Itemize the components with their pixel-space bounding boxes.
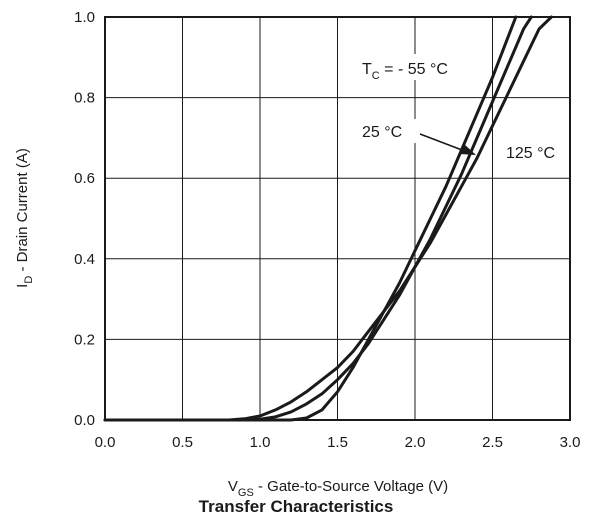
x-tick-label: 0.0 — [95, 434, 116, 451]
y-tick-label: 0.4 — [74, 251, 95, 268]
svg-text:125 °C: 125 °C — [506, 145, 555, 162]
svg-text:TC = - 55 °C: TC = - 55 °C — [362, 61, 448, 82]
x-tick-labels: 0.0 0.5 1.0 1.5 2.0 2.5 3.0 — [95, 434, 581, 451]
x-tick-label: 2.0 — [405, 434, 426, 451]
annotation-125c: 125 °C — [503, 140, 569, 164]
transfer-characteristics-chart: 0.0 0.5 1.0 1.5 2.0 2.5 3.0 0.0 0.2 0.4 0.6 0.8 1.0… — [14, 9, 581, 499]
annotation-25c: 25 °C — [360, 119, 420, 143]
plot-frame — [104, 16, 571, 421]
annotation-25c-arrowhead — [460, 144, 476, 155]
y-tick-label: 0.2 — [74, 331, 95, 348]
y-tick-label: 0.0 — [74, 412, 95, 429]
curves — [103, 15, 553, 422]
series-line-1 — [103, 15, 533, 422]
y-tick-label: 0.6 — [74, 170, 95, 187]
chart-title: Transfer Characteristics — [198, 497, 394, 516]
x-tick-label: 0.5 — [172, 434, 193, 451]
x-tick-label: 1.5 — [327, 434, 348, 451]
x-axis-label: VGS - Gate-to-Source Voltage (V) — [228, 478, 448, 499]
y-tick-label: 1.0 — [74, 9, 95, 26]
grid — [105, 17, 570, 420]
y-tick-labels: 0.0 0.2 0.4 0.6 0.8 1.0 — [74, 9, 95, 429]
annotation-tc-minus55: TC = - 55 °C — [358, 54, 483, 82]
annotation-25c-arrow-line — [419, 133, 463, 151]
y-tick-label: 0.8 — [74, 90, 95, 107]
y-axis-label: ID - Drain Current (A) — [14, 148, 35, 288]
series-line-2 — [103, 15, 553, 422]
x-tick-label: 1.0 — [250, 434, 271, 451]
svg-text:25 °C: 25 °C — [362, 124, 402, 141]
x-tick-label: 2.5 — [482, 434, 503, 451]
x-tick-label: 3.0 — [560, 434, 581, 451]
